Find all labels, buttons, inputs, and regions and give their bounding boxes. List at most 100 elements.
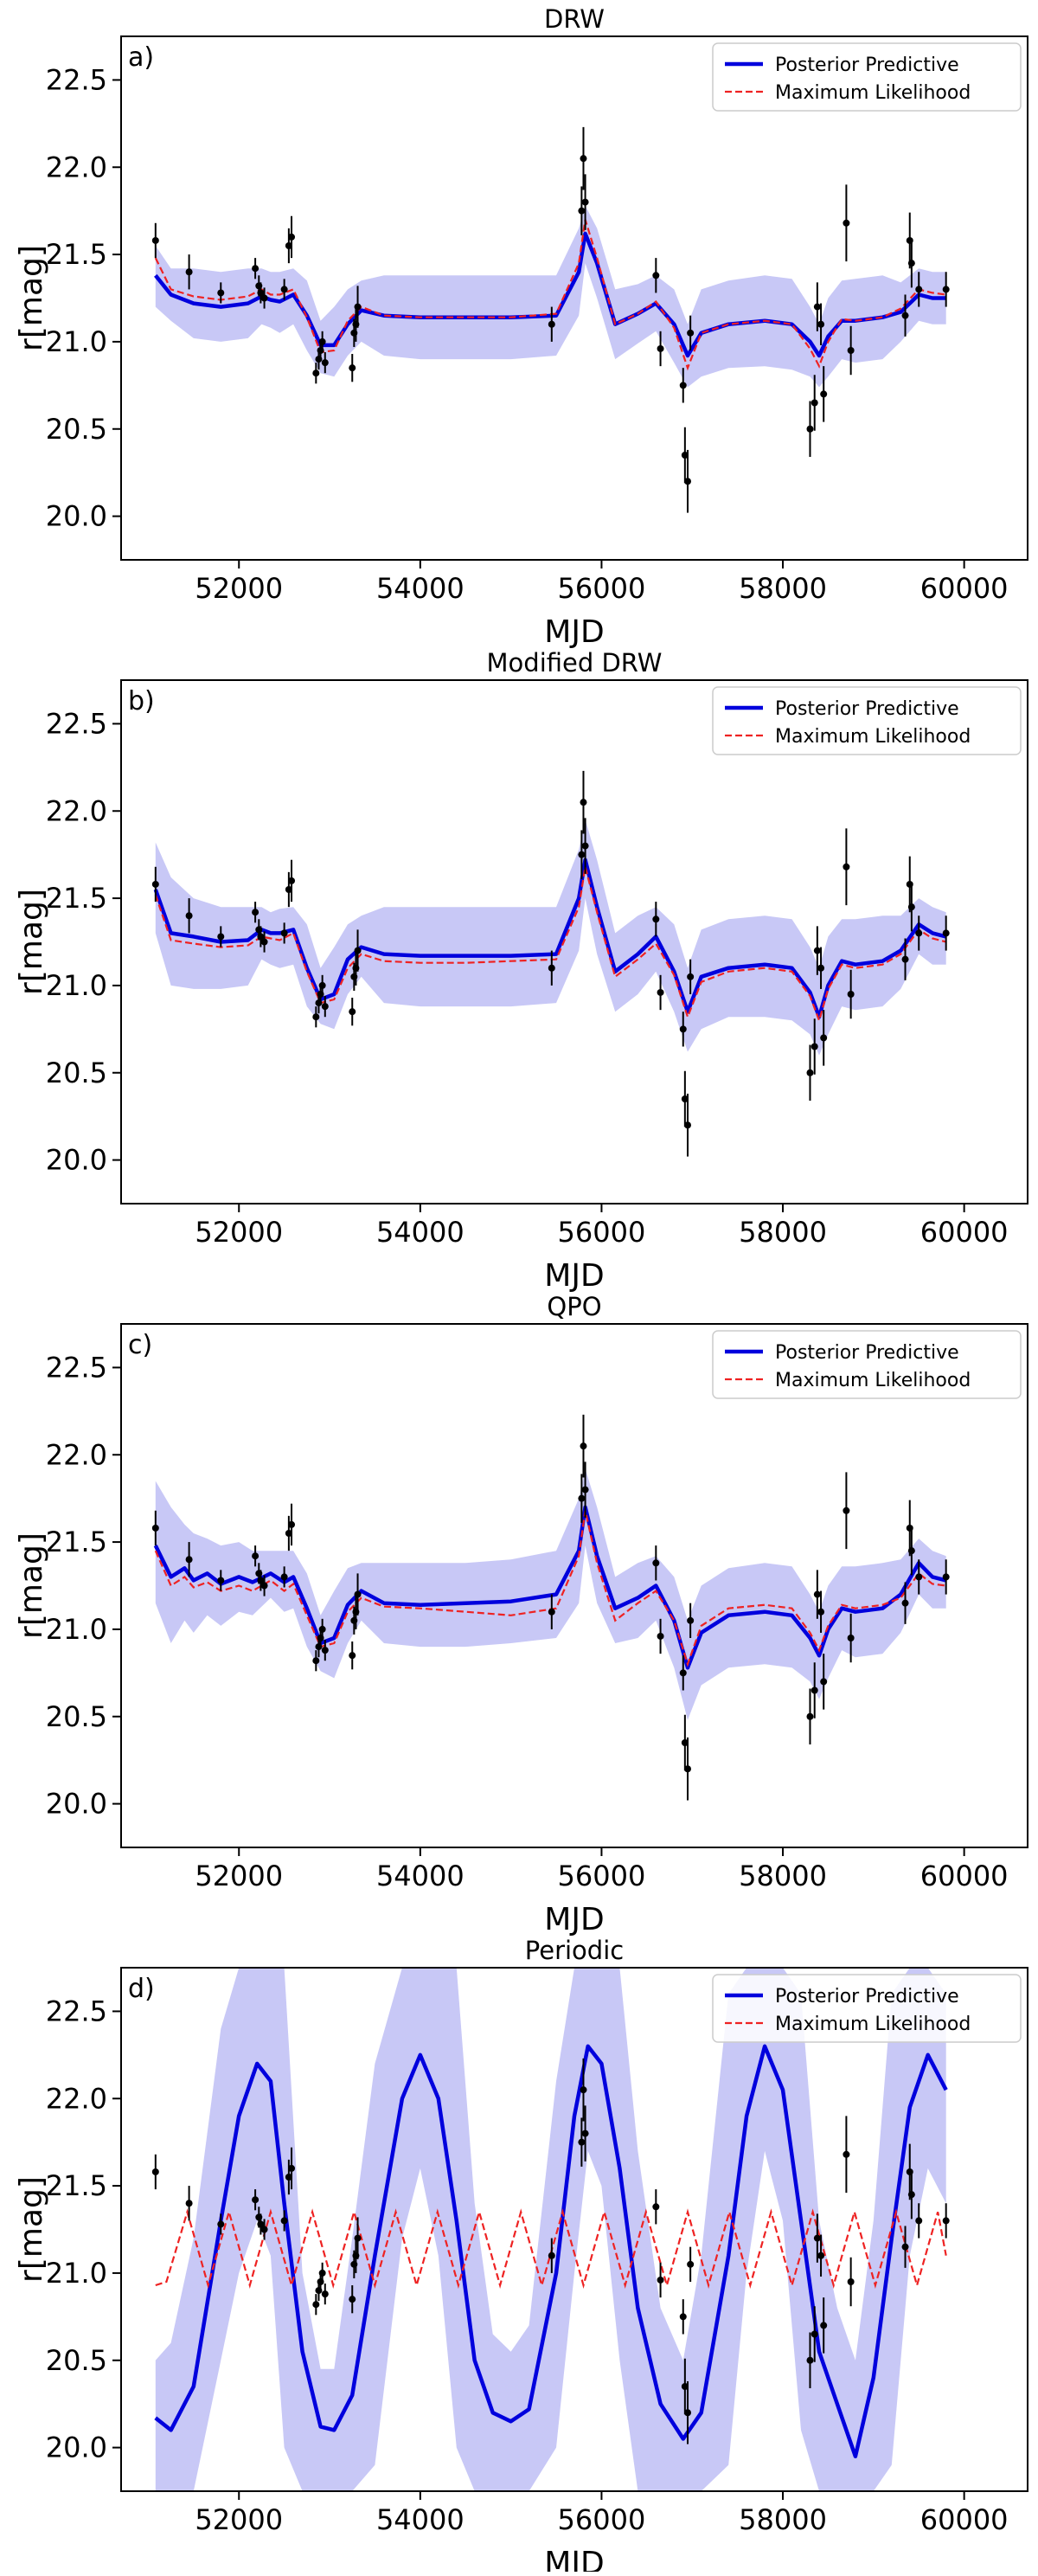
data-point xyxy=(548,2252,555,2259)
data-point xyxy=(280,286,288,293)
data-point xyxy=(321,1003,329,1011)
data-point xyxy=(260,1582,268,1590)
uncertainty-band xyxy=(155,1968,946,2491)
y-axis-label: r[mag] xyxy=(14,245,49,351)
data-point xyxy=(687,1616,695,1624)
y-tick-label: 21.0 xyxy=(46,2257,107,2290)
axes-frame xyxy=(120,679,1028,1204)
data-point xyxy=(580,799,587,806)
data-point xyxy=(942,1573,950,1581)
data-point xyxy=(285,1530,292,1537)
data-point xyxy=(581,842,589,850)
data-point xyxy=(312,1657,320,1665)
x-tick-label: 56000 xyxy=(558,1860,646,1892)
data-point xyxy=(843,863,850,870)
data-point xyxy=(318,1625,326,1633)
data-point xyxy=(217,1577,225,1584)
x-tick-label: 54000 xyxy=(376,572,465,605)
data-point xyxy=(280,929,288,937)
data-point xyxy=(681,1739,689,1746)
data-point xyxy=(681,2383,689,2390)
data-point xyxy=(581,2130,589,2137)
data-point xyxy=(548,964,555,972)
data-point xyxy=(151,1524,159,1532)
data-point xyxy=(288,2164,296,2172)
data-point xyxy=(820,390,828,398)
legend-ml-label: Maximum Likelihood xyxy=(775,726,971,748)
axes-frame xyxy=(120,1967,1028,2492)
data-point xyxy=(901,2243,909,2251)
x-tick-label: 56000 xyxy=(558,572,646,605)
data-point xyxy=(843,1506,850,1514)
data-point xyxy=(847,347,855,354)
data-point xyxy=(687,329,695,337)
legend-posterior-label: Posterior Predictive xyxy=(775,55,959,76)
legend-ml-label: Maximum Likelihood xyxy=(775,1370,971,1391)
data-point xyxy=(321,2290,329,2298)
data-point xyxy=(820,1034,828,1042)
plot-area xyxy=(151,126,950,513)
data-point xyxy=(580,1442,587,1450)
y-tick-label: 21.5 xyxy=(46,238,107,271)
data-point xyxy=(657,2276,664,2284)
panel-label: b) xyxy=(128,686,155,716)
data-point xyxy=(847,1635,855,1641)
data-point xyxy=(679,1025,687,1033)
data-point xyxy=(901,955,909,963)
y-tick-label: 22.0 xyxy=(46,151,107,183)
maximum-likelihood-line xyxy=(154,1510,946,1667)
y-tick-label: 20.0 xyxy=(46,500,107,533)
x-tick-label: 58000 xyxy=(739,572,827,605)
y-axis-label: r[mag] xyxy=(14,1532,49,1639)
data-point xyxy=(257,2220,265,2228)
chart-title: Modified DRW xyxy=(487,648,663,678)
data-point xyxy=(354,2234,362,2242)
y-axis-label: r[mag] xyxy=(14,2176,49,2283)
data-point xyxy=(681,452,689,459)
data-point xyxy=(806,1069,814,1076)
data-point xyxy=(687,973,695,980)
data-point xyxy=(185,2200,193,2207)
data-point xyxy=(285,2174,292,2181)
x-axis-label: MJD xyxy=(544,1258,604,1294)
x-tick-label: 58000 xyxy=(739,2503,827,2536)
data-point xyxy=(257,933,265,941)
data-point xyxy=(548,1608,555,1616)
data-point xyxy=(915,2217,923,2225)
data-point xyxy=(257,1577,265,1584)
x-tick-label: 58000 xyxy=(739,1216,827,1249)
data-point xyxy=(915,929,923,937)
y-tick-label: 22.0 xyxy=(46,1438,107,1471)
data-point xyxy=(847,2278,855,2285)
data-point xyxy=(217,289,225,297)
data-point xyxy=(280,2217,288,2225)
panel-2: 52000 54000 56000 58000 60000 20.0 20.5 21.0 21.… xyxy=(14,1292,1028,1937)
data-point xyxy=(578,2138,586,2146)
data-point xyxy=(354,947,362,954)
data-point xyxy=(847,991,855,998)
legend-ml-label: Maximum Likelihood xyxy=(775,2014,971,2035)
x-axis-label: MJD xyxy=(544,1902,604,1937)
data-point xyxy=(652,915,660,923)
data-point xyxy=(260,294,268,302)
data-point xyxy=(312,2301,320,2309)
data-point xyxy=(260,2226,268,2233)
y-tick-label: 22.0 xyxy=(46,2082,107,2115)
data-point xyxy=(679,2313,687,2321)
legend: Posterior Predictive Maximum Likelihood xyxy=(712,1974,1022,2043)
x-tick-label: 60000 xyxy=(920,572,1009,605)
data-point xyxy=(684,478,691,485)
data-point xyxy=(318,2269,326,2277)
x-tick-label: 54000 xyxy=(376,1216,465,1249)
data-point xyxy=(901,312,909,319)
y-tick-label: 21.0 xyxy=(46,325,107,358)
legend: Posterior Predictive Maximum Likelihood xyxy=(712,42,1022,112)
panel-label: c) xyxy=(128,1330,152,1360)
x-tick-label: 52000 xyxy=(195,1216,283,1249)
data-point xyxy=(252,2196,260,2204)
data-point xyxy=(185,912,193,920)
legend-posterior-label: Posterior Predictive xyxy=(775,1986,959,2007)
axes-frame xyxy=(120,35,1028,561)
